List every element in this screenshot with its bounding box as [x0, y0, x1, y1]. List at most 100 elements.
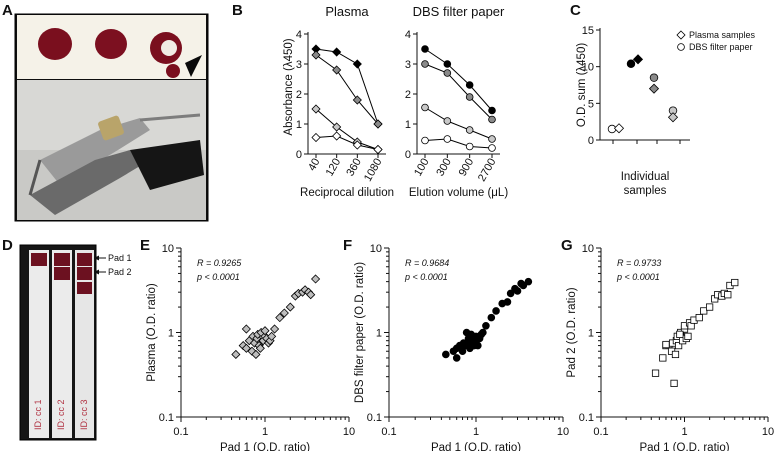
legend-plasma-label: Plasma samples: [689, 30, 756, 40]
series-line: [424, 138, 493, 149]
data-point: [670, 379, 678, 387]
y-tick-label: 0.1: [159, 412, 174, 424]
data-point: [443, 135, 452, 143]
data-point: [465, 142, 474, 151]
data-point: [487, 313, 496, 322]
r-value: R = 0.9265: [197, 258, 242, 268]
data-point: [662, 340, 670, 349]
data-point: [671, 350, 680, 359]
chart-f: 0.1 0.1 1 1 10 10 Pad 1 (O.D. ratio) DBS filter…: [354, 243, 569, 451]
chart-b-ylabel: Absorbance (λ450): [283, 38, 295, 135]
chart-title: Plasma: [325, 4, 369, 19]
data-point: [241, 324, 251, 334]
chart-c: 0 5 10 15 O.D. sum (λ450) Individual samples Pl…: [576, 25, 756, 197]
y-tick-label: 1: [168, 328, 174, 340]
x-tick-label: 360: [344, 157, 364, 179]
strip-1-pad-1: [31, 253, 47, 266]
x-tick-label: 10: [557, 426, 569, 438]
data-point: [700, 307, 708, 315]
legend-dbs-marker-icon: [677, 43, 685, 51]
data-point: [482, 322, 490, 330]
legend-dbs-label: DBS filter paper: [689, 42, 753, 52]
x-axis-label: Pad 1 (O.D. ratio): [431, 442, 521, 451]
data-point: [332, 122, 342, 132]
data-point: [474, 341, 482, 350]
strip-2-pad-1: [54, 253, 70, 266]
data-point: [465, 126, 474, 134]
data-point: [519, 281, 528, 290]
panel-label-g: G: [561, 237, 573, 254]
data-point: [311, 104, 321, 114]
series-line: [315, 108, 379, 150]
data-point: [488, 115, 496, 124]
y-tick-label: 5: [588, 98, 594, 110]
x-tick-label: 10: [762, 426, 774, 438]
x-tick-label: 900: [457, 157, 477, 179]
pad-1-arrowhead-icon: [94, 255, 99, 261]
chart-b-dbs: DBS filter paper 0 1 2 3 4 100 300 900 2700 Elutio…: [405, 4, 508, 199]
x-axis-label: Reciprocal dilution: [300, 187, 394, 199]
data-point: [352, 59, 362, 69]
chart-e: 0.1 0.1 1 1 10 10 Pad 1 (O.D. ratio) Plasma (O.…: [146, 243, 355, 451]
data-point: [311, 50, 321, 60]
series-line: [424, 48, 493, 111]
series-line: [315, 54, 379, 125]
data-point: [267, 331, 277, 341]
data-point: [285, 302, 295, 312]
series-line: [424, 63, 493, 120]
series-line: [424, 107, 493, 140]
strip-1-label: ID: cc 1: [33, 399, 43, 430]
x-tick-label: 1: [473, 426, 479, 438]
x-tick-label: 300: [434, 157, 454, 179]
arrowhead-icon: [185, 55, 202, 77]
y-axis-label: Pad 2 (O.D. ratio): [566, 287, 578, 377]
data-point: [421, 103, 429, 112]
y-tick-label: 10: [162, 243, 174, 255]
photo-d: ID: cc 1 ID: cc 2 ID: cc 3: [19, 244, 97, 441]
data-point: [503, 298, 512, 306]
y-tick-label: 10: [582, 243, 594, 255]
data-point: [279, 308, 289, 318]
y-tick-label: 3: [405, 59, 411, 71]
data-point: [724, 291, 732, 299]
data-point: [311, 274, 321, 284]
y-tick-label: 4: [296, 29, 302, 41]
r-value: R = 0.9684: [405, 258, 449, 268]
punched-disc: [166, 64, 180, 78]
y-tick-label: 2: [296, 89, 302, 101]
data-point: [465, 93, 474, 101]
data-point: [421, 136, 429, 145]
y-tick-label: 1: [405, 119, 411, 131]
data-point: [373, 144, 383, 155]
data-point: [270, 324, 280, 334]
blood-spot-1: [38, 28, 72, 60]
y-tick-label: 1: [588, 328, 594, 340]
panel-label-e: E: [140, 237, 150, 254]
y-tick-label: 10: [370, 243, 382, 255]
data-point: [255, 343, 265, 353]
hole-punch-icon: [28, 113, 204, 215]
y-tick-label: 10: [582, 62, 594, 74]
x-tick-label: 0.1: [381, 426, 396, 438]
y-tick-label: 3: [296, 59, 302, 71]
y-tick-label: 2: [405, 89, 411, 101]
data-point: [488, 144, 496, 152]
x-tick-label: 0.1: [173, 426, 188, 438]
plasma-point: [632, 54, 644, 65]
y-tick-label: 1: [296, 119, 302, 131]
data-point: [524, 277, 533, 286]
r-value: R = 0.9733: [617, 258, 661, 268]
data-point: [421, 45, 429, 53]
data-point: [651, 369, 660, 377]
plasma-point: [648, 83, 660, 94]
strip-3-pad-2: [77, 267, 92, 280]
data-point: [275, 313, 285, 323]
x-tick-label: 100: [412, 157, 432, 179]
data-point: [695, 314, 703, 322]
data-point: [706, 303, 714, 311]
chart-g: 0.1 0.1 1 1 10 10 Pad 1 (O.D. ratio) Pad 2 (O.D…: [566, 243, 774, 451]
panel-label-b: B: [232, 2, 243, 19]
y-tick-label: 0: [296, 149, 302, 161]
data-point: [513, 287, 522, 295]
